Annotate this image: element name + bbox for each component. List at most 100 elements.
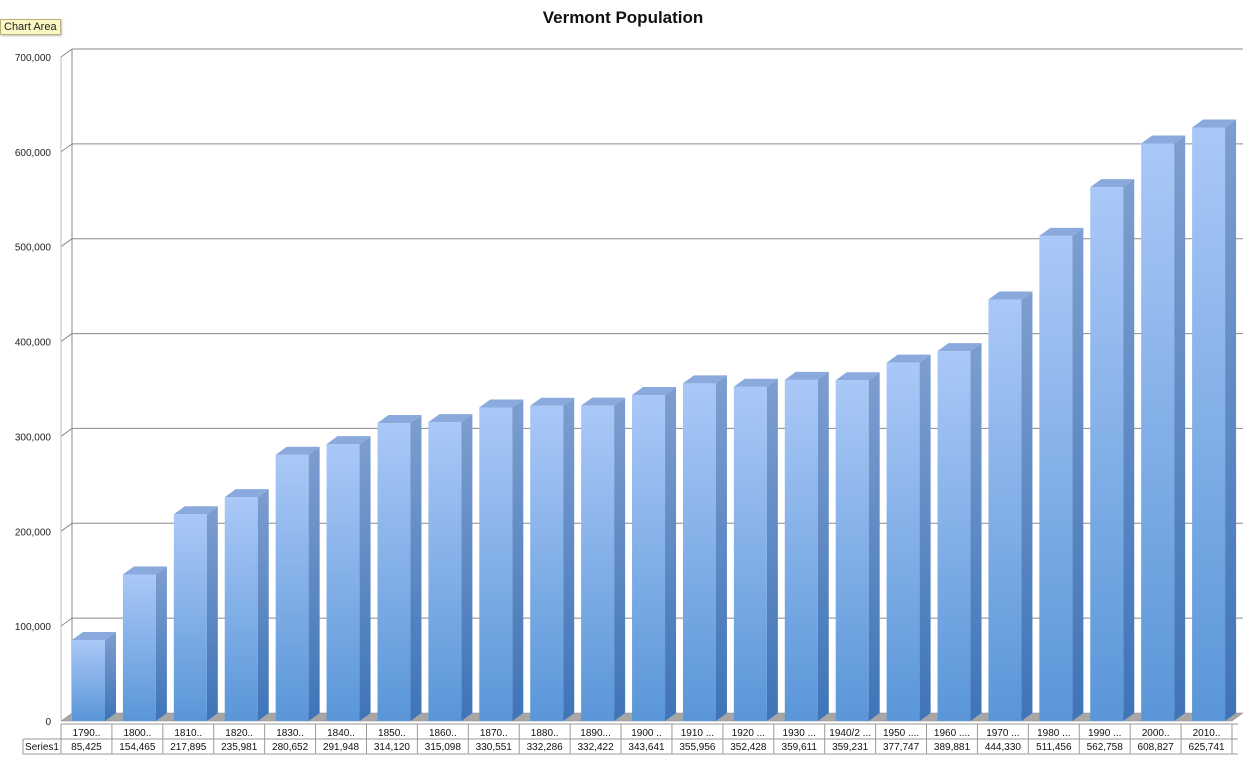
data-label: 352,428 xyxy=(730,742,767,753)
bar-front xyxy=(937,351,971,721)
y-tick-label: 700,000 xyxy=(15,53,52,64)
bar-side xyxy=(1123,179,1135,721)
bar-top xyxy=(937,343,982,352)
data-label: 85,425 xyxy=(71,742,102,753)
bar-side xyxy=(410,415,422,721)
bar-top xyxy=(682,375,727,384)
bar-top xyxy=(224,489,269,498)
category-label: 2000.. xyxy=(1142,728,1170,739)
bar-side xyxy=(308,446,320,721)
data-label: 315,098 xyxy=(425,742,462,753)
data-label: 235,981 xyxy=(221,742,258,753)
bar-side xyxy=(105,631,116,721)
bar-side xyxy=(614,397,626,721)
y-tick-label: 500,000 xyxy=(15,243,52,254)
bar-top xyxy=(886,354,931,363)
bar-top xyxy=(581,397,626,406)
bar-top xyxy=(733,378,778,387)
y-tick-label: 100,000 xyxy=(15,622,52,633)
bar-top xyxy=(1141,135,1186,144)
bar[interactable] xyxy=(1090,179,1135,721)
bar-side xyxy=(359,436,371,721)
bar[interactable] xyxy=(173,506,218,721)
bar[interactable] xyxy=(1192,119,1237,722)
bar-front xyxy=(581,405,615,721)
category-label: 1940/2 ... xyxy=(829,728,871,739)
bar[interactable] xyxy=(835,372,880,721)
bar[interactable] xyxy=(632,387,677,721)
category-label: 1810.. xyxy=(174,728,202,739)
category-label: 1830.. xyxy=(276,728,304,739)
category-label: 1840.. xyxy=(327,728,355,739)
bar-front xyxy=(326,444,360,721)
category-label: 1820.. xyxy=(225,728,253,739)
bar[interactable] xyxy=(377,415,422,721)
bar[interactable] xyxy=(1141,135,1186,721)
bar-side xyxy=(1225,119,1237,722)
data-label: 332,286 xyxy=(527,742,564,753)
bar[interactable] xyxy=(886,354,931,721)
bar[interactable] xyxy=(733,378,778,721)
bar-side xyxy=(1072,227,1084,721)
bar-front xyxy=(173,514,207,721)
bar-side xyxy=(257,489,269,721)
chart-title: Vermont Population xyxy=(542,8,704,27)
category-label: 1990 ... xyxy=(1088,728,1121,739)
data-label: 511,456 xyxy=(1036,742,1072,753)
bar-side xyxy=(715,375,727,721)
bar[interactable] xyxy=(72,631,116,721)
gridline-side xyxy=(60,333,73,342)
bars-layer xyxy=(72,119,1237,722)
bar-front xyxy=(632,395,666,721)
y-tick-label: 0 xyxy=(45,717,51,728)
bar-top xyxy=(326,436,371,445)
bar-front xyxy=(275,454,309,721)
category-label: 1910 ... xyxy=(681,728,714,739)
bar-front xyxy=(122,574,156,721)
bar[interactable] xyxy=(530,397,575,721)
bar[interactable] xyxy=(326,436,371,721)
bar-top xyxy=(377,415,422,424)
bar[interactable] xyxy=(988,291,1033,721)
bar[interactable] xyxy=(1039,227,1084,721)
bar-side xyxy=(512,399,524,721)
data-label: 444,330 xyxy=(985,742,1022,753)
bar-side xyxy=(1021,291,1033,721)
gridline-side xyxy=(60,48,73,58)
bar-front xyxy=(682,383,716,721)
y-tick-label: 400,000 xyxy=(15,338,52,349)
bar-side xyxy=(817,371,829,721)
bar[interactable] xyxy=(122,566,167,721)
category-label: 1970 ... xyxy=(986,728,1019,739)
category-label: 1850.. xyxy=(378,728,406,739)
bar[interactable] xyxy=(784,371,829,721)
gridline-side xyxy=(60,143,73,153)
category-label: 1920 ... xyxy=(732,728,765,739)
category-label: 1890... xyxy=(580,728,611,739)
data-label: 562,758 xyxy=(1087,742,1124,753)
bar[interactable] xyxy=(224,489,269,721)
bar-front xyxy=(479,407,513,721)
bar[interactable] xyxy=(682,375,727,721)
bar[interactable] xyxy=(275,446,320,721)
data-label: 332,422 xyxy=(578,742,615,753)
bar-top xyxy=(1039,227,1084,236)
bar-side xyxy=(766,378,778,721)
category-label: 1880.. xyxy=(531,728,559,739)
y-tick-label: 300,000 xyxy=(15,432,52,443)
bar-side xyxy=(665,387,677,721)
bar[interactable] xyxy=(581,397,626,721)
bar[interactable] xyxy=(479,399,524,721)
bar[interactable] xyxy=(428,414,473,721)
bar-top xyxy=(530,397,575,406)
bar-front xyxy=(72,639,105,721)
bar[interactable] xyxy=(937,343,982,721)
bar-top xyxy=(988,291,1033,300)
category-label: 1860.. xyxy=(429,728,457,739)
category-label: 1790.. xyxy=(73,728,101,739)
data-label: 355,956 xyxy=(679,742,716,753)
category-label: 1870.. xyxy=(480,728,508,739)
category-label: 1900 .. xyxy=(631,728,662,739)
data-label: 314,120 xyxy=(374,742,411,753)
